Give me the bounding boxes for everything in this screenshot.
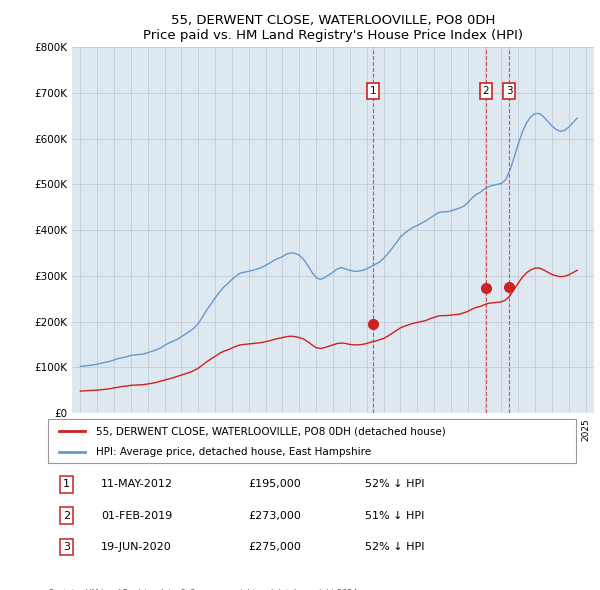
Text: 1: 1 [63, 479, 70, 489]
FancyBboxPatch shape [48, 419, 576, 463]
Text: 3: 3 [63, 542, 70, 552]
Text: 51% ↓ HPI: 51% ↓ HPI [365, 511, 424, 521]
Text: 01-FEB-2019: 01-FEB-2019 [101, 511, 172, 521]
Text: 11-MAY-2012: 11-MAY-2012 [101, 479, 173, 489]
Text: HPI: Average price, detached house, East Hampshire: HPI: Average price, detached house, East… [95, 447, 371, 457]
Text: 55, DERWENT CLOSE, WATERLOOVILLE, PO8 0DH (detached house): 55, DERWENT CLOSE, WATERLOOVILLE, PO8 0D… [95, 427, 445, 436]
Text: £273,000: £273,000 [248, 511, 302, 521]
Text: 52% ↓ HPI: 52% ↓ HPI [365, 542, 424, 552]
Text: £275,000: £275,000 [248, 542, 302, 552]
Text: 3: 3 [506, 86, 512, 96]
Text: 52% ↓ HPI: 52% ↓ HPI [365, 479, 424, 489]
Text: 19-JUN-2020: 19-JUN-2020 [101, 542, 172, 552]
Title: 55, DERWENT CLOSE, WATERLOOVILLE, PO8 0DH
Price paid vs. HM Land Registry's Hous: 55, DERWENT CLOSE, WATERLOOVILLE, PO8 0D… [143, 14, 523, 42]
Text: £195,000: £195,000 [248, 479, 301, 489]
Text: 2: 2 [63, 511, 70, 521]
Text: 1: 1 [370, 86, 376, 96]
Text: 2: 2 [482, 86, 489, 96]
